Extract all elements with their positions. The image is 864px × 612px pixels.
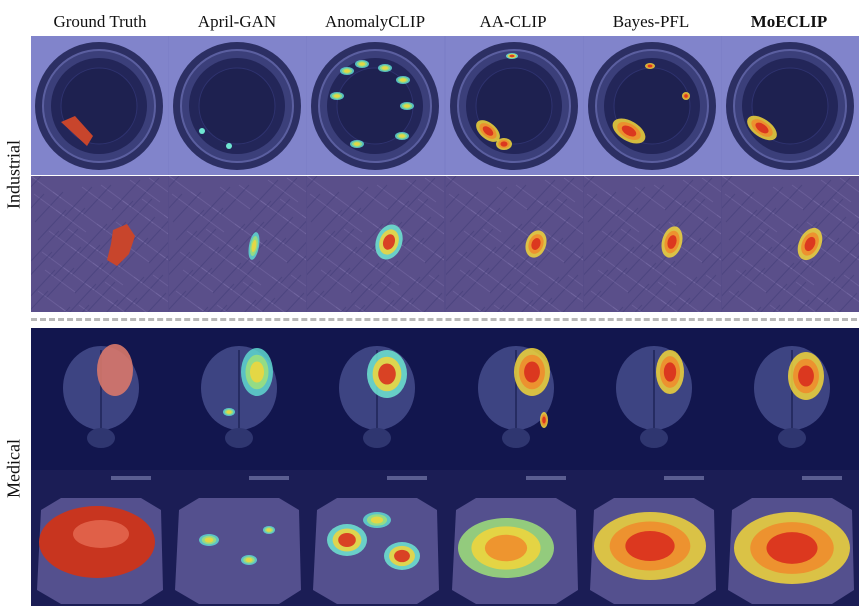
endoscopy-anomalyclip-image (307, 470, 445, 606)
endoscopy-april-gan-image (169, 470, 307, 606)
bottle-moeclip-image (722, 36, 859, 175)
row-brain (31, 328, 859, 470)
carpet-moeclip-image (722, 176, 859, 312)
bottle-april-gan-image (169, 36, 307, 175)
endoscopy-moeclip-image (722, 470, 859, 606)
carpet-ground-truth-image (31, 176, 168, 312)
brain-april-gan-image (169, 328, 307, 470)
row-group-label-medical: Medical (3, 439, 24, 498)
column-header-april-gan: April-GAN (197, 12, 277, 31)
column-header-ground-truth: Ground Truth (53, 12, 147, 31)
bottle-bayes-pfl-image (583, 36, 721, 175)
brain-moeclip-image (722, 328, 859, 470)
brain-aa-clip-image (445, 328, 583, 470)
bottle-anomalyclip-image (307, 36, 445, 175)
column-header-anomalyclip: AnomalyCLIP (324, 12, 426, 31)
brain-bayes-pfl-image (583, 328, 721, 470)
row-group-label-industrial: Industrial (3, 140, 24, 209)
group-divider (31, 318, 857, 321)
row-carpet (31, 176, 859, 312)
brain-anomalyclip-image (307, 328, 445, 470)
endoscopy-bayes-pfl-image (583, 470, 721, 606)
carpet-aa-clip-image (445, 176, 583, 312)
bottle-ground-truth-image (31, 36, 168, 175)
column-header-bayes-pfl: Bayes-PFL (612, 12, 690, 31)
endoscopy-aa-clip-image (445, 470, 583, 606)
row-endoscopy (31, 470, 859, 606)
carpet-april-gan-image (169, 176, 307, 312)
bottle-aa-clip-image (445, 36, 583, 175)
column-header-moeclip: MoECLIP (750, 12, 828, 31)
brain-ground-truth-image (31, 328, 168, 470)
endoscopy-ground-truth-image (31, 470, 168, 606)
column-header-aa-clip: AA-CLIP (479, 12, 547, 31)
carpet-bayes-pfl-image (583, 176, 721, 312)
carpet-anomalyclip-image (307, 176, 445, 312)
row-bottle (31, 36, 859, 175)
